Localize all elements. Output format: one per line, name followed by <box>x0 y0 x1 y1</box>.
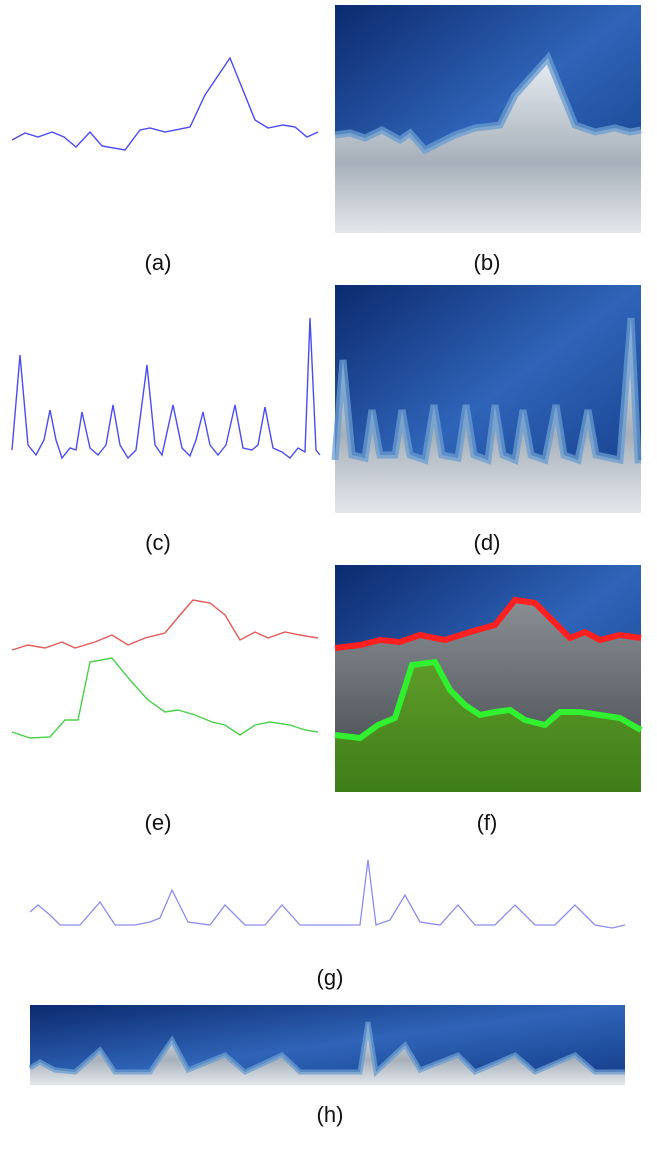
mountain-image <box>335 565 641 792</box>
caption: (c) <box>145 530 171 555</box>
mountain-image <box>335 285 641 513</box>
mountain-image <box>335 5 641 233</box>
profile-line <box>30 860 625 928</box>
caption: (g) <box>317 965 344 990</box>
profile-line <box>12 600 318 650</box>
profile-line <box>12 58 318 150</box>
mountain-image <box>30 1005 625 1085</box>
caption: (a) <box>145 250 172 275</box>
caption: (h) <box>317 1102 344 1127</box>
caption: (f) <box>477 810 498 835</box>
profile-line <box>12 318 320 458</box>
caption: (d) <box>474 530 501 555</box>
figure: (a) (b) (c) (d) (e) (f) (g) (h) <box>0 0 657 1159</box>
caption: (e) <box>145 810 172 835</box>
profile-line <box>12 658 318 738</box>
caption: (b) <box>474 250 501 275</box>
